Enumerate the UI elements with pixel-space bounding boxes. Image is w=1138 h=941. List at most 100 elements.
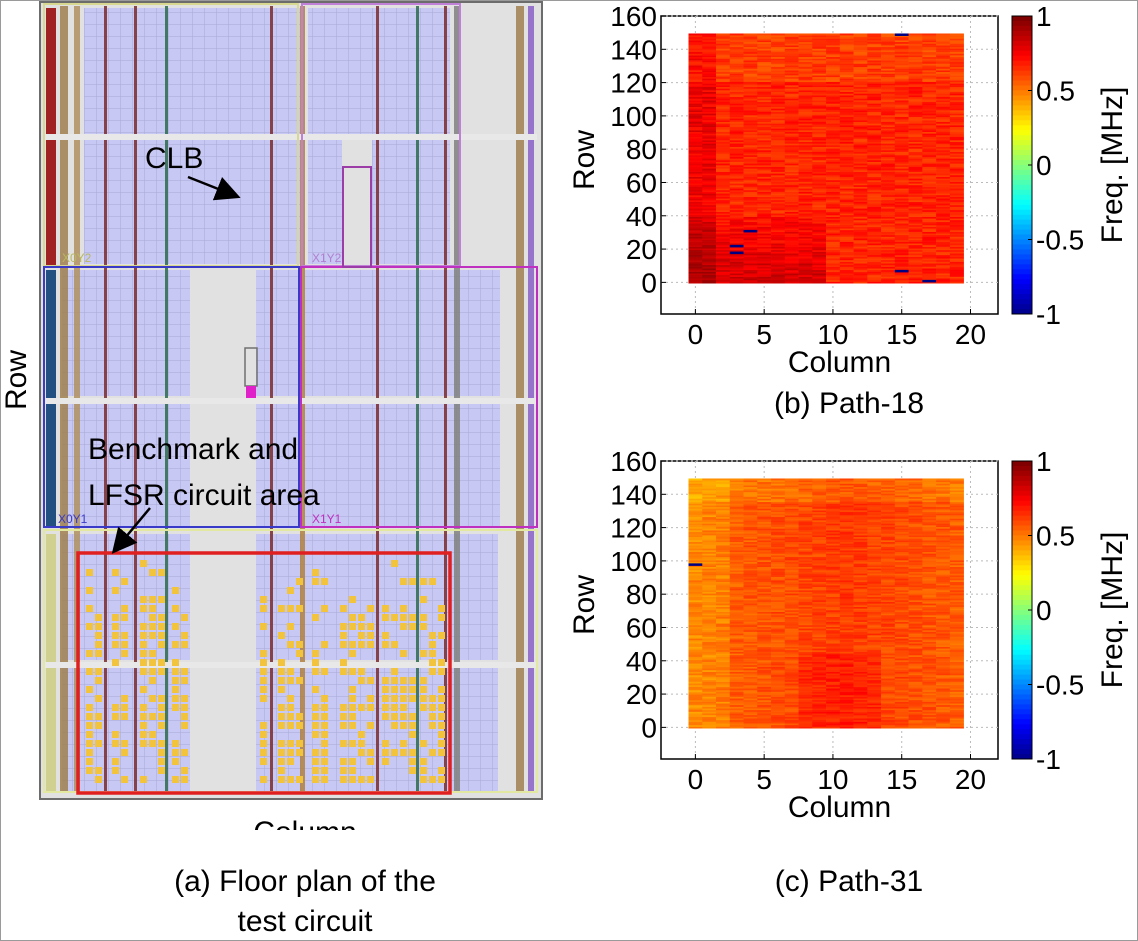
heatmap-cell bbox=[949, 65, 964, 68]
heatmap-cell bbox=[716, 264, 731, 267]
heatmap-cell bbox=[798, 638, 813, 641]
heatmap-cell bbox=[784, 553, 799, 556]
heatmap-cell bbox=[881, 266, 896, 269]
heatmap-cell bbox=[798, 206, 813, 209]
heatmap-cell bbox=[757, 648, 772, 651]
heatmap-cell bbox=[826, 81, 841, 84]
logic-cell bbox=[382, 695, 389, 702]
heatmap-cell bbox=[702, 61, 717, 64]
heatmap-cell bbox=[784, 668, 799, 671]
heatmap-cell bbox=[757, 608, 772, 611]
heatmap-cell bbox=[936, 206, 951, 209]
heatmap-cell bbox=[949, 108, 964, 111]
logic-cell bbox=[121, 776, 128, 783]
heatmap-cell bbox=[771, 143, 786, 146]
logic-cell bbox=[382, 605, 389, 612]
heatmap-cell bbox=[729, 58, 744, 61]
heatmap-cell bbox=[771, 103, 786, 106]
heatmap-cell bbox=[771, 591, 786, 594]
heatmap-cell bbox=[936, 214, 951, 217]
heatmap-cell bbox=[784, 98, 799, 101]
heatmap-cell bbox=[936, 279, 951, 282]
heatmap-cell bbox=[853, 263, 868, 266]
heatmap-cell bbox=[881, 259, 896, 262]
heatmap-cell bbox=[771, 66, 786, 69]
logic-cell bbox=[158, 641, 165, 648]
heatmap-cell bbox=[771, 528, 786, 531]
heatmap-cell bbox=[716, 566, 731, 569]
heatmap-cell bbox=[743, 718, 758, 721]
heatmap-cell bbox=[922, 148, 937, 151]
heatmap-cell bbox=[688, 123, 703, 126]
heatmap-cell bbox=[839, 116, 854, 119]
heatmap-cell bbox=[729, 545, 744, 548]
heatmap-cell bbox=[881, 281, 896, 284]
heatmap-cell bbox=[702, 221, 717, 224]
heatmap-cell bbox=[853, 105, 868, 108]
heatmap-cell bbox=[826, 105, 841, 108]
heatmap-cell bbox=[784, 714, 799, 717]
heatmap-cell bbox=[867, 123, 882, 126]
heatmap-cell bbox=[894, 93, 909, 96]
heatmap-cell bbox=[743, 658, 758, 661]
heatmap-cell bbox=[949, 251, 964, 254]
heatmap-cell bbox=[936, 228, 951, 231]
logic-cell bbox=[260, 686, 267, 693]
heatmap-cell bbox=[757, 228, 772, 231]
heatmap-cell bbox=[729, 523, 744, 526]
heatmap-cell bbox=[798, 674, 813, 677]
heatmap-cell bbox=[729, 66, 744, 69]
heatmap-cell bbox=[757, 96, 772, 99]
heatmap-cell bbox=[839, 256, 854, 259]
heatmap-cell bbox=[757, 259, 772, 262]
heatmap-cell bbox=[908, 191, 923, 194]
logic-cell bbox=[409, 758, 416, 765]
heatmap-cell bbox=[702, 181, 717, 184]
heatmap-cell bbox=[771, 249, 786, 252]
heatmap-cell bbox=[812, 634, 827, 637]
heatmap-cell bbox=[771, 724, 786, 727]
heatmap-cell bbox=[688, 201, 703, 204]
heatmap-cell bbox=[784, 711, 799, 714]
heatmap-cell bbox=[894, 219, 909, 222]
heatmap-cell bbox=[812, 618, 827, 621]
logic-cell bbox=[296, 713, 303, 720]
heatmap-cell bbox=[702, 511, 717, 514]
heatmap-cell bbox=[743, 233, 758, 236]
heatmap-cell bbox=[716, 496, 731, 499]
heatmap-cell bbox=[812, 263, 827, 266]
heatmap-cell bbox=[949, 50, 964, 53]
heatmap-cell bbox=[936, 213, 951, 216]
heatmap-cell bbox=[702, 516, 717, 519]
logic-cell bbox=[149, 713, 156, 720]
heatmap-cell bbox=[936, 41, 951, 44]
heatmap-cell bbox=[784, 179, 799, 182]
logic-cell bbox=[278, 659, 285, 666]
logic-cell bbox=[358, 704, 365, 711]
heatmap-cell bbox=[771, 540, 786, 543]
heatmap-cell bbox=[881, 106, 896, 109]
heatmap-cell bbox=[936, 183, 951, 186]
y-tick-label: 100 bbox=[610, 101, 657, 132]
heatmap-cell bbox=[908, 146, 923, 149]
logic-cell bbox=[140, 731, 147, 738]
heatmap-cell bbox=[771, 135, 786, 137]
heatmap-cell bbox=[812, 653, 827, 656]
heatmap-cell bbox=[757, 269, 772, 272]
heatmap-cell bbox=[784, 156, 799, 159]
heatmap-cell bbox=[729, 694, 744, 697]
heatmap-cell bbox=[771, 585, 786, 587]
heatmap-cell bbox=[867, 281, 882, 284]
heatmap-cell bbox=[812, 106, 827, 109]
heatmap-cell bbox=[949, 234, 964, 237]
heatmap-cell bbox=[908, 239, 923, 242]
heatmap-cell bbox=[798, 669, 813, 672]
heatmap-cell bbox=[784, 558, 799, 561]
heatmap-cell bbox=[743, 654, 758, 657]
heatmap-cell bbox=[771, 653, 786, 656]
heatmap-cell bbox=[867, 276, 882, 279]
heatmap-cell bbox=[812, 135, 827, 137]
logic-cell bbox=[312, 749, 319, 756]
clb-block bbox=[372, 140, 420, 264]
heatmap-cell bbox=[757, 95, 772, 98]
